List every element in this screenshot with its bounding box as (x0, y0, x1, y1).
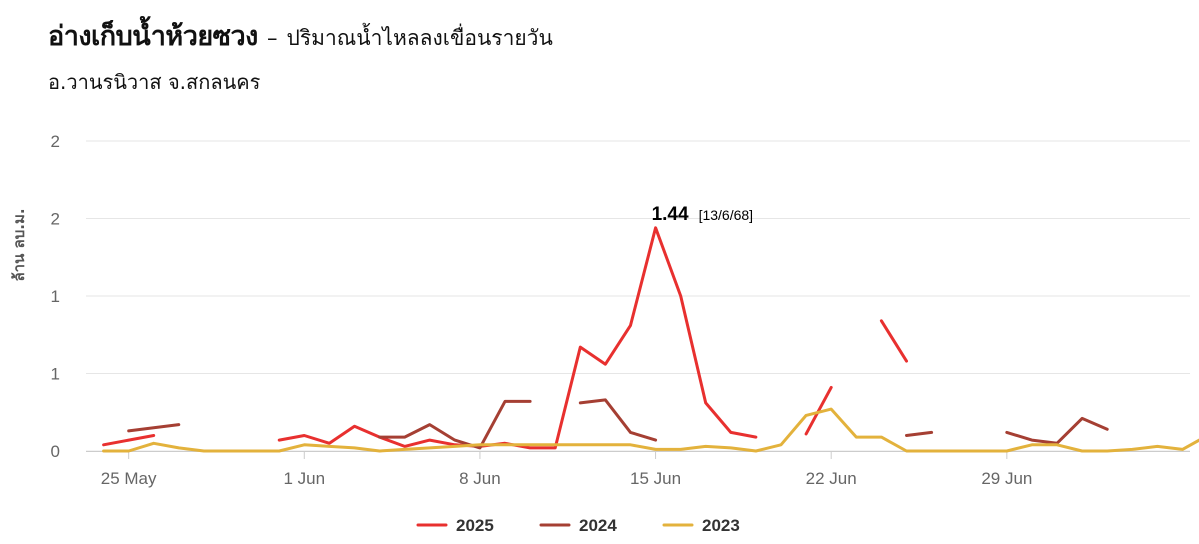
x-tick-label: 25 May (101, 469, 157, 488)
x-tick-label: 8 Jun (459, 469, 501, 488)
y-tick-label: 1 (51, 287, 60, 306)
peak-value-label: 1.44 (652, 204, 689, 225)
y-tick-label: 0 (51, 442, 60, 461)
series-line-2025 (277, 226, 758, 450)
legend-label-2023[interactable]: 2023 (702, 516, 740, 535)
y-tick-label: 2 (51, 210, 60, 229)
series-line-2023 (102, 407, 1199, 453)
series-line-2024 (905, 430, 934, 437)
series-line-2024 (1005, 416, 1109, 445)
x-tick-label: 1 Jun (283, 469, 325, 488)
series-line-2025 (102, 434, 156, 447)
title-separator: – (266, 26, 278, 50)
x-tick-label: 15 Jun (630, 469, 681, 488)
legend-label-2024[interactable]: 2024 (579, 516, 617, 535)
chart-title: อ่างเก็บน้ำห้วยซวง – ปริมาณน้ำไหลลงเขื่อ… (48, 14, 553, 57)
series-line-2024 (578, 398, 658, 442)
x-tick-label: 22 Jun (806, 469, 857, 488)
y-tick-label: 2 (51, 132, 60, 151)
y-tick-label: 1 (51, 365, 60, 384)
series-line-2025 (804, 385, 833, 436)
series-line-2025 (879, 319, 908, 363)
legend-label-2025[interactable]: 2025 (456, 516, 494, 535)
reservoir-name: อ่างเก็บน้ำห้วยซวง (48, 21, 258, 52)
title-description: ปริมาณน้ำไหลลงเขื่อนรายวัน (286, 26, 553, 50)
y-axis-label: ล้าน ลบ.ม. (10, 208, 28, 281)
x-tick-label: 29 Jun (981, 469, 1032, 488)
chart-subtitle: อ.วานรนิวาส จ.สกลนคร (48, 70, 261, 94)
series-line-2024 (127, 423, 181, 433)
peak-date-label: [13/6/68] (699, 207, 754, 223)
series-line-2024 (378, 399, 532, 450)
